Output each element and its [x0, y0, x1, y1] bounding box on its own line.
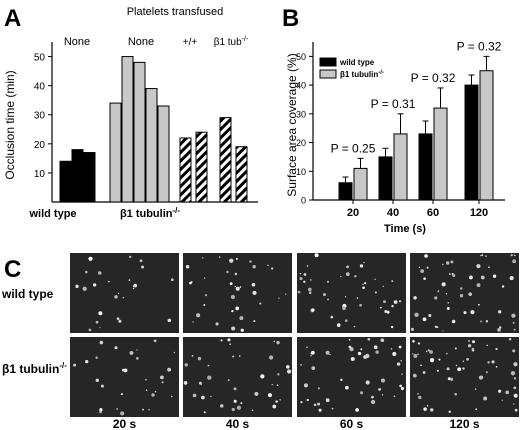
column-labels: 20 s 40 s 60 s 120 s — [113, 417, 480, 430]
panel-a-bar — [157, 105, 170, 203]
panel-a-bar — [235, 146, 248, 203]
panel-b-x-axis-label: Time (s) — [384, 223, 426, 235]
legend-swatch-wildtype — [319, 57, 337, 67]
platelets-transfused-header: Platelets transfused — [127, 6, 224, 18]
panel-b-x-tick-label: 40 — [387, 207, 399, 219]
panel-b-bar — [433, 107, 448, 201]
group-label-wildtype-platelets: +/+ — [183, 37, 198, 48]
panel-b-bar — [353, 167, 368, 201]
panel-label-a: A — [4, 5, 21, 32]
micrograph-grid — [70, 253, 519, 417]
panel-a-bar — [145, 88, 158, 203]
time-column-label: 120 s — [449, 417, 479, 430]
bottom-label-wildtype: wild type — [28, 208, 76, 220]
micrograph — [183, 337, 292, 417]
panel-b-y-axis-label: Surface area coverage (%) — [285, 53, 299, 196]
p-value-label: P = 0.25 — [331, 141, 376, 155]
group-label-none-wt: None — [64, 36, 90, 48]
panel-a-bar — [59, 160, 72, 203]
panel-a-y-tick-label: 40 — [34, 82, 46, 93]
panel-b-y-tick-label: 20 — [296, 138, 306, 148]
panel-b-bar — [393, 133, 408, 201]
panel-a: Platelets transfused None None +/+ β1 tu… — [3, 6, 258, 220]
p-value-label: P = 0.32 — [457, 39, 502, 53]
micrograph — [410, 337, 519, 417]
panel-a-bar — [179, 137, 192, 203]
panel-b-bar — [464, 84, 479, 201]
panel-b-x-tick-label: 20 — [347, 207, 359, 219]
legend: wild type β1 tubulin-/- — [319, 57, 384, 79]
panel-b-x-tick-label: 60 — [427, 207, 439, 219]
panel-a-y-tick-label: 10 — [34, 169, 46, 180]
panel-b-y-tick-label: 10 — [296, 167, 306, 177]
panel-label-c: C — [4, 256, 21, 283]
panel-b-bar — [479, 70, 494, 201]
legend-label-b1tubulin: β1 tubulin-/- — [340, 70, 384, 79]
time-column-label: 40 s — [226, 417, 250, 430]
bottom-label-b1tubulin: β1 tubulin-/- — [120, 206, 180, 220]
p-value-label: P = 0.31 — [371, 97, 416, 111]
panel-b-bars — [338, 55, 494, 201]
panel-b-bar — [338, 182, 353, 201]
panel-a-bar — [195, 131, 208, 203]
time-column-label: 60 s — [340, 417, 364, 430]
panel-a-y-axis-label: Occlusion time (min) — [3, 70, 17, 179]
panel-a-bar — [133, 61, 146, 203]
panel-b-ticks: 0 10 20 30 40 50 20 40 60 120 — [296, 52, 488, 219]
panel-a-bar — [219, 117, 232, 203]
micrograph — [297, 253, 406, 333]
row-label-b1tubulin: β1 tubulin-/- — [2, 361, 67, 376]
panel-b-y-tick-label: 50 — [296, 52, 306, 62]
panel-b-y-tick-label: 30 — [296, 109, 306, 119]
micrograph — [183, 253, 292, 333]
panel-b-y-tick-label: 0 — [301, 196, 306, 206]
legend-label-wildtype: wild type — [339, 58, 375, 67]
panel-a-bars — [59, 56, 248, 203]
panel-a-bar — [71, 149, 84, 203]
panel-b-y-tick-label: 40 — [296, 81, 306, 91]
row-label-wildtype: wild type — [1, 287, 54, 301]
group-label-none-ko: None — [128, 36, 154, 48]
panel-a-bar — [109, 102, 122, 203]
legend-swatch-b1tubulin — [319, 69, 337, 79]
time-column-label: 20 s — [113, 417, 137, 430]
panel-a-ticks: 10 20 30 40 50 — [34, 53, 52, 180]
group-label-b1tub-platelets: β1 tub-/- — [214, 36, 249, 48]
micrograph — [70, 253, 179, 333]
panel-a-y-tick-label: 30 — [34, 111, 46, 122]
panel-b-bar — [418, 133, 433, 201]
p-value-label: P = 0.32 — [411, 71, 456, 85]
panel-b-p-values: P = 0.25 P = 0.31 P = 0.32 P = 0.32 — [331, 39, 502, 155]
panel-a-bar — [83, 152, 96, 203]
panel-label-b: B — [282, 5, 299, 32]
panel-a-y-tick-label: 50 — [34, 53, 46, 64]
panel-b-bar — [378, 156, 393, 201]
panel-b-x-tick-label: 120 — [470, 207, 488, 219]
panel-a-bar — [121, 56, 134, 203]
panel-c: wild type β1 tubulin-/- 20 s 40 s 60 s 120 … — [1, 253, 519, 430]
panel-a-y-tick-label: 20 — [34, 140, 46, 151]
micrograph — [410, 253, 519, 333]
